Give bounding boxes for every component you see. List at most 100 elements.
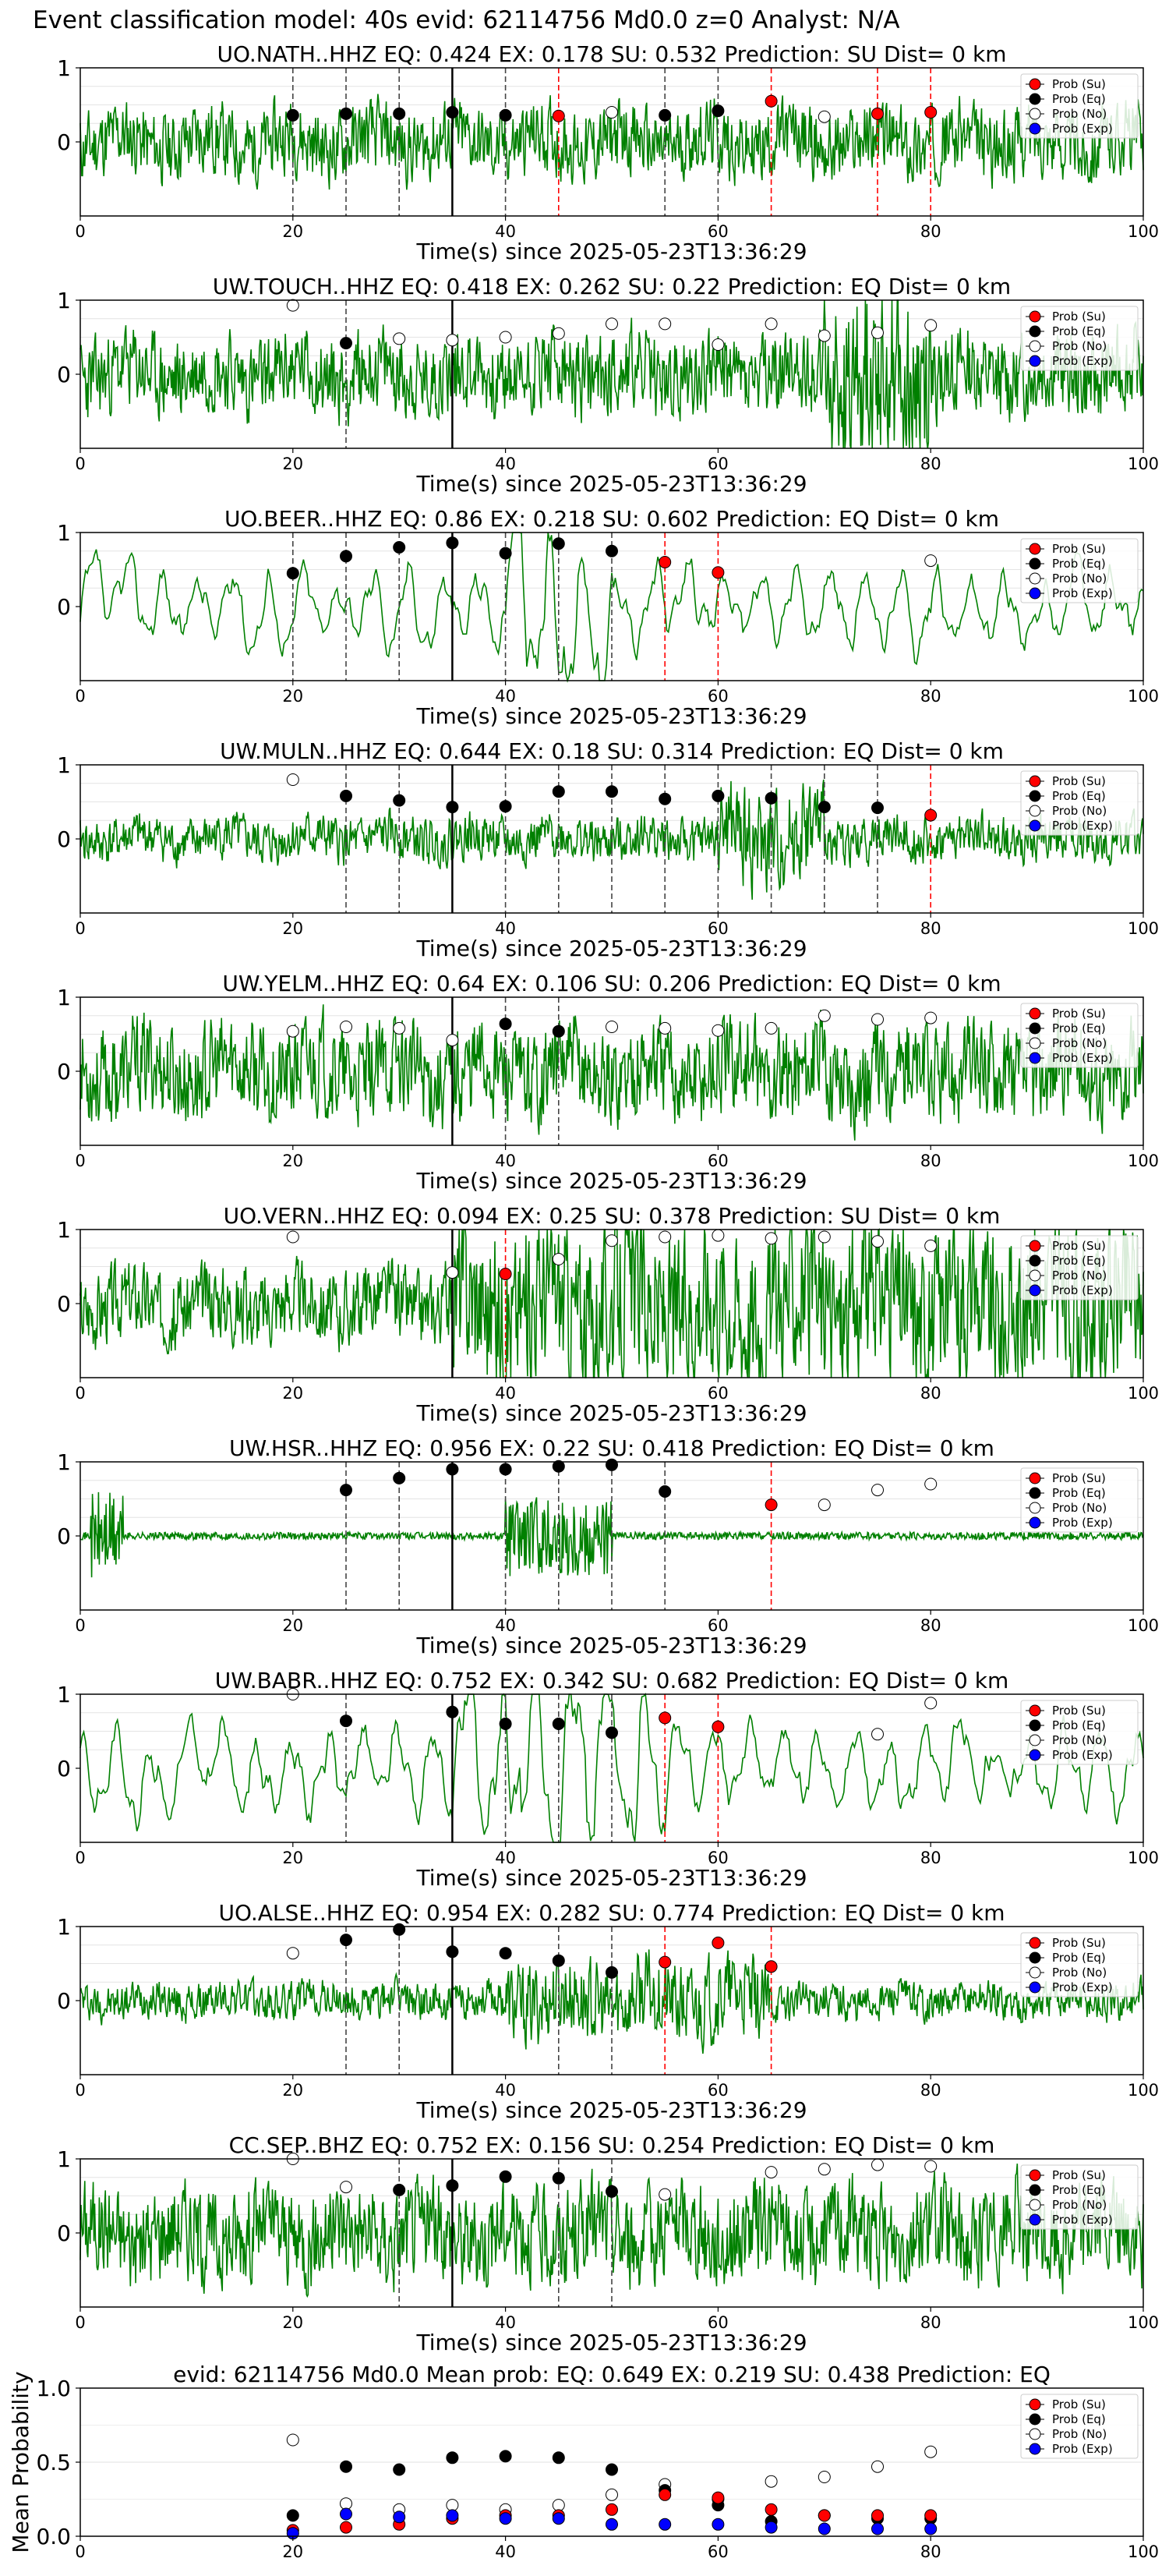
x-tick-label: 20 (282, 1384, 303, 1403)
legend-label: Prob (Exp) (1052, 1980, 1113, 1994)
prob-no-point (712, 1024, 725, 1037)
prob-no-point (871, 326, 884, 339)
prob-no-point (340, 2181, 352, 2194)
x-tick-label: 100 (1128, 1384, 1159, 1403)
x-tick-label: 80 (920, 2542, 941, 2561)
x-axis-label: Time(s) since 2025-05-23T13:36:29 (415, 1168, 807, 1194)
prob-eq-point (552, 1954, 565, 1967)
y-tick-label: 0 (57, 2220, 71, 2246)
legend-marker (1029, 587, 1041, 600)
prob-eq-point (499, 1718, 512, 1730)
mean-exp-point (659, 2518, 672, 2531)
panel-title: UW.HSR..HHZ EQ: 0.956 EX: 0.22 SU: 0.418… (229, 1435, 994, 1461)
prob-eq-point (340, 789, 352, 802)
panel-3: UW.MULN..HHZ EQ: 0.644 EX: 0.18 SU: 0.31… (57, 738, 1159, 961)
x-tick-label: 0 (75, 1152, 85, 1170)
prob-su-point (659, 1955, 672, 1969)
legend-box (1020, 2164, 1139, 2230)
prob-su-point (499, 1268, 512, 1280)
x-axis-label: Time(s) since 2025-05-23T13:36:29 (415, 1400, 807, 1426)
legend-box (1020, 538, 1139, 603)
x-tick-label: 0 (75, 2542, 85, 2561)
legend-marker (1029, 1951, 1041, 1964)
prob-eq-point (659, 108, 672, 122)
y-tick-label: 1.0 (36, 2376, 71, 2401)
prob-su-point (924, 106, 938, 119)
prob-eq-point (499, 2170, 512, 2183)
y-tick-label: 1 (57, 1449, 71, 1475)
panel-title: UW.BABR..HHZ EQ: 0.752 EX: 0.342 SU: 0.6… (215, 1668, 1008, 1693)
y-tick-label: 0.5 (36, 2450, 71, 2475)
legend-label: Prob (Su) (1052, 542, 1106, 556)
prob-eq-point (871, 801, 884, 815)
legend-marker (1029, 2213, 1041, 2226)
legend-marker (1029, 819, 1041, 832)
prob-no-point (446, 1034, 459, 1047)
x-tick-label: 80 (920, 1616, 941, 1635)
legend-label: Prob (No) (1052, 1966, 1107, 1980)
prob-no-point (871, 2158, 884, 2171)
x-tick-label: 80 (920, 2081, 941, 2100)
prob-no-point (286, 1947, 299, 1960)
prob-no-point (446, 1266, 459, 1279)
panel-title: UW.MULN..HHZ EQ: 0.644 EX: 0.18 SU: 0.31… (220, 738, 1004, 764)
mean-probability-panel: evid: 62114756 Md0.0 Mean prob: EQ: 0.64… (8, 2362, 1159, 2561)
x-tick-label: 0 (75, 2313, 85, 2332)
mean-exp-point (818, 2522, 831, 2535)
legend-marker (1029, 1284, 1041, 1297)
x-tick-label: 100 (1128, 2081, 1159, 2100)
prob-eq-point (606, 2185, 618, 2198)
x-tick-label: 80 (920, 919, 941, 938)
panel-title: UO.VERN..HHZ EQ: 0.094 EX: 0.25 SU: 0.37… (224, 1203, 1001, 1229)
mean-su-point (340, 2521, 352, 2534)
prob-no-point (818, 329, 831, 342)
x-tick-label: 20 (282, 1849, 303, 1867)
prob-eq-point (499, 108, 512, 122)
legend-marker (1029, 2413, 1041, 2426)
prob-eq-point (499, 547, 512, 560)
prob-su-point (765, 1960, 778, 1973)
prob-no-point (606, 106, 618, 119)
legend-label: Prob (Exp) (1052, 1051, 1113, 1065)
prob-su-point (871, 107, 884, 120)
legend-box (1020, 1467, 1139, 1533)
x-tick-label: 0 (75, 1849, 85, 1867)
legend-marker (1029, 1052, 1041, 1064)
legend-marker (1029, 1487, 1041, 1499)
mean-no-point (446, 2499, 459, 2512)
x-tick-label: 60 (708, 1849, 729, 1867)
legend-label: Prob (Eq) (1052, 1021, 1106, 1035)
waveform-trace (79, 1004, 1144, 1141)
prob-eq-point (499, 1017, 512, 1031)
mean-exp-point (340, 2507, 352, 2521)
x-tick-label: 100 (1128, 687, 1159, 706)
panel-title: UW.TOUCH..HHZ EQ: 0.418 EX: 0.262 SU: 0.… (213, 274, 1011, 299)
prob-eq-point (552, 537, 565, 550)
legend-marker (1029, 2199, 1041, 2211)
figure-title: Event classification model: 40s evid: 62… (33, 6, 900, 34)
x-axis-label: Time(s) since 2025-05-23T13:36:29 (415, 2097, 807, 2123)
panel-1: UW.TOUCH..HHZ EQ: 0.418 EX: 0.262 SU: 0.… (57, 274, 1159, 497)
legend-box (1020, 73, 1139, 139)
legend-label: Prob (Exp) (1052, 1516, 1113, 1530)
prob-eq-point (340, 550, 352, 563)
legend-marker (1029, 2398, 1041, 2411)
prob-no-point (286, 1024, 299, 1038)
legend-marker (1029, 1966, 1041, 1979)
legend-marker (1029, 78, 1041, 90)
mean-su-point (765, 2503, 778, 2516)
x-tick-label: 40 (495, 222, 516, 241)
mean-no-point (765, 2475, 778, 2488)
legend-marker (1029, 1037, 1041, 1049)
legend-label: Prob (Eq) (1052, 2183, 1106, 2197)
x-tick-label: 40 (495, 2542, 516, 2561)
prob-no-point (871, 1235, 884, 1248)
legend-label: Prob (Su) (1052, 1239, 1106, 1253)
legend-marker (1029, 775, 1041, 787)
legend-label: Prob (Su) (1052, 774, 1106, 788)
mean-no-point (340, 2497, 352, 2511)
legend-label: Prob (Su) (1052, 1936, 1106, 1950)
prob-no-point (818, 110, 831, 123)
mean-eq-point (606, 2463, 618, 2476)
panel-7: UW.BABR..HHZ EQ: 0.752 EX: 0.342 SU: 0.6… (57, 1668, 1159, 1891)
